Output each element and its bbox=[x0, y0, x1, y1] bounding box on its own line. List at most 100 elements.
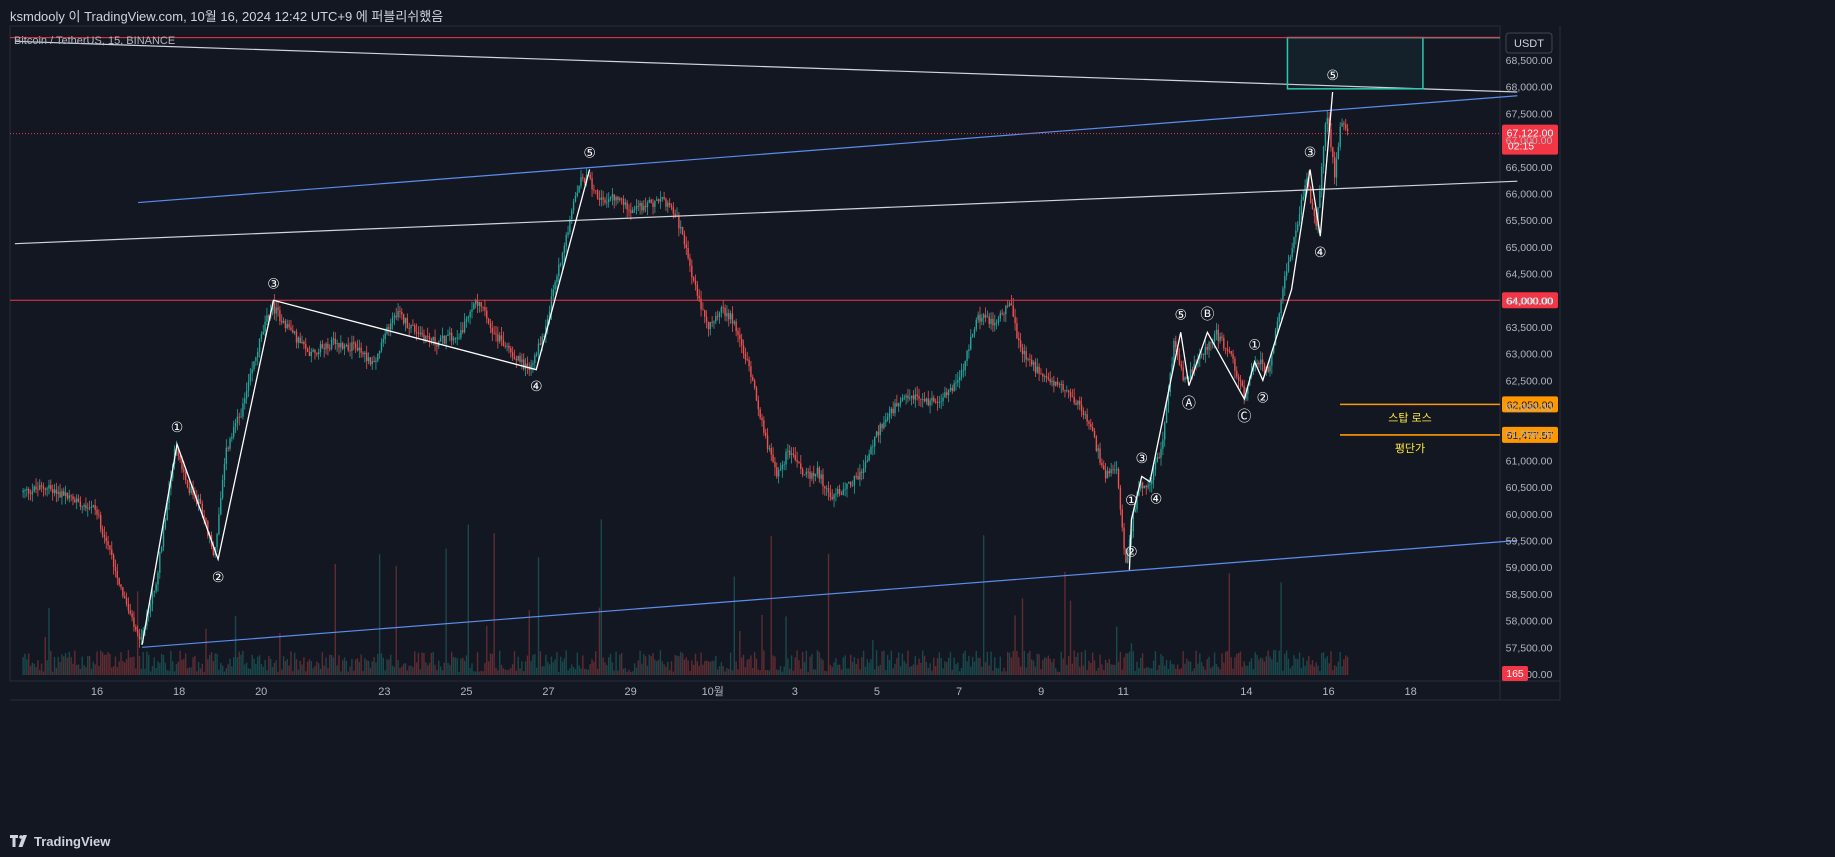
candle-566 bbox=[1067, 389, 1070, 399]
candle-body bbox=[227, 447, 229, 449]
candle-body bbox=[1239, 380, 1242, 382]
volume-bar bbox=[571, 664, 573, 675]
candle-358 bbox=[683, 230, 686, 249]
volume-bar bbox=[1226, 650, 1229, 675]
volume-bar bbox=[1008, 652, 1011, 675]
candle-body bbox=[916, 394, 918, 397]
candle-body bbox=[1171, 363, 1173, 374]
candle-598 bbox=[1127, 547, 1129, 564]
trendline-mid-line[interactable] bbox=[14, 180, 1518, 245]
candle-496 bbox=[938, 395, 941, 409]
plot-area[interactable] bbox=[9, 25, 1501, 682]
candle-22 bbox=[63, 487, 65, 496]
candle-body bbox=[698, 295, 700, 299]
candle-410 bbox=[779, 462, 782, 471]
candle-body bbox=[940, 401, 942, 403]
volume-bar bbox=[1237, 652, 1240, 675]
candle-body bbox=[83, 505, 85, 507]
candle-body bbox=[1049, 378, 1051, 383]
volume-bar bbox=[51, 671, 54, 675]
candle-body bbox=[755, 387, 758, 401]
candle-182 bbox=[358, 339, 361, 358]
candle-6 bbox=[33, 485, 35, 493]
volume-bar bbox=[534, 653, 536, 675]
candle-body bbox=[521, 359, 523, 362]
candle-body bbox=[423, 334, 425, 340]
volume-bar bbox=[1005, 671, 1007, 675]
volume-bar bbox=[1313, 666, 1316, 675]
trendline-top-descending-line[interactable] bbox=[14, 40, 1518, 93]
trendline-lower-channel[interactable] bbox=[142, 539, 1518, 648]
candle-54 bbox=[122, 586, 124, 599]
candle-498 bbox=[942, 392, 944, 407]
volume-bar bbox=[929, 663, 931, 675]
volume-bar bbox=[1230, 657, 1232, 675]
volume-bar bbox=[127, 650, 130, 675]
candle-338 bbox=[646, 200, 649, 216]
candle-10 bbox=[40, 481, 43, 493]
volume-bar bbox=[1145, 667, 1147, 675]
candle-body bbox=[301, 341, 303, 344]
candle-490 bbox=[927, 390, 929, 407]
candle-body bbox=[129, 610, 131, 614]
candle-710 bbox=[1333, 151, 1336, 185]
volume-bar bbox=[861, 657, 863, 675]
candle-109 bbox=[223, 458, 226, 488]
volume-bar bbox=[327, 668, 329, 675]
candle-body bbox=[1178, 354, 1181, 365]
candle-body bbox=[388, 327, 390, 330]
volume-bar bbox=[266, 670, 268, 675]
candle-body bbox=[499, 335, 501, 342]
candle-122 bbox=[247, 373, 250, 397]
volume-bar bbox=[846, 668, 848, 675]
candle-47 bbox=[109, 545, 111, 555]
candle-body bbox=[107, 541, 109, 546]
candle-body bbox=[837, 489, 839, 494]
candle-553 bbox=[1043, 374, 1046, 382]
candle-body bbox=[465, 318, 468, 322]
wave-count-2[interactable] bbox=[1128, 91, 1334, 570]
candle-74 bbox=[159, 551, 161, 579]
volume-bar bbox=[1250, 658, 1253, 675]
candle-body bbox=[310, 351, 312, 357]
candle-body bbox=[1298, 214, 1301, 225]
volume-bar bbox=[500, 664, 503, 675]
volume-bar bbox=[827, 553, 830, 675]
candle-659 bbox=[1239, 375, 1242, 390]
candle-73 bbox=[157, 570, 159, 592]
candle-body bbox=[484, 307, 486, 311]
volume-bar bbox=[1228, 573, 1231, 675]
candle-486 bbox=[920, 398, 922, 407]
candle-body bbox=[399, 311, 401, 313]
volume-bar bbox=[40, 663, 43, 675]
volume-bar bbox=[109, 653, 111, 675]
volume-bar bbox=[964, 650, 966, 675]
wave-label-10: Ⓐ bbox=[1182, 395, 1196, 411]
volume-bar bbox=[567, 670, 569, 675]
candle-body bbox=[550, 296, 553, 312]
candle-body bbox=[434, 337, 436, 345]
candle-body bbox=[151, 592, 154, 605]
candle-body bbox=[547, 319, 549, 326]
volume-bar bbox=[687, 660, 689, 675]
volume-bar bbox=[970, 666, 972, 675]
volume-bar bbox=[909, 666, 911, 675]
candle-body bbox=[162, 527, 165, 547]
trendline-upper-channel[interactable] bbox=[138, 95, 1518, 204]
volume-bar bbox=[635, 667, 638, 675]
volume-bar bbox=[426, 665, 429, 675]
publish-caption: ksmdooly 이 TradingView.com, 10월 16, 2024… bbox=[10, 9, 444, 24]
symbol-title[interactable]: Bitcoin / TetherUS, 15, BINANCE bbox=[14, 35, 176, 47]
candle-117 bbox=[238, 412, 240, 426]
wave-count-1[interactable] bbox=[141, 169, 591, 645]
candle-118 bbox=[240, 408, 242, 419]
candle-388 bbox=[739, 327, 741, 348]
candle-body bbox=[997, 318, 1000, 323]
tradingview-logo[interactable]: TradingView bbox=[10, 832, 110, 850]
candle-229 bbox=[445, 334, 447, 350]
target-zone[interactable] bbox=[1286, 36, 1424, 90]
currency-button[interactable]: USDT bbox=[1505, 32, 1553, 54]
candle-body bbox=[966, 350, 968, 362]
wave-label-8: ④ bbox=[1150, 490, 1163, 506]
